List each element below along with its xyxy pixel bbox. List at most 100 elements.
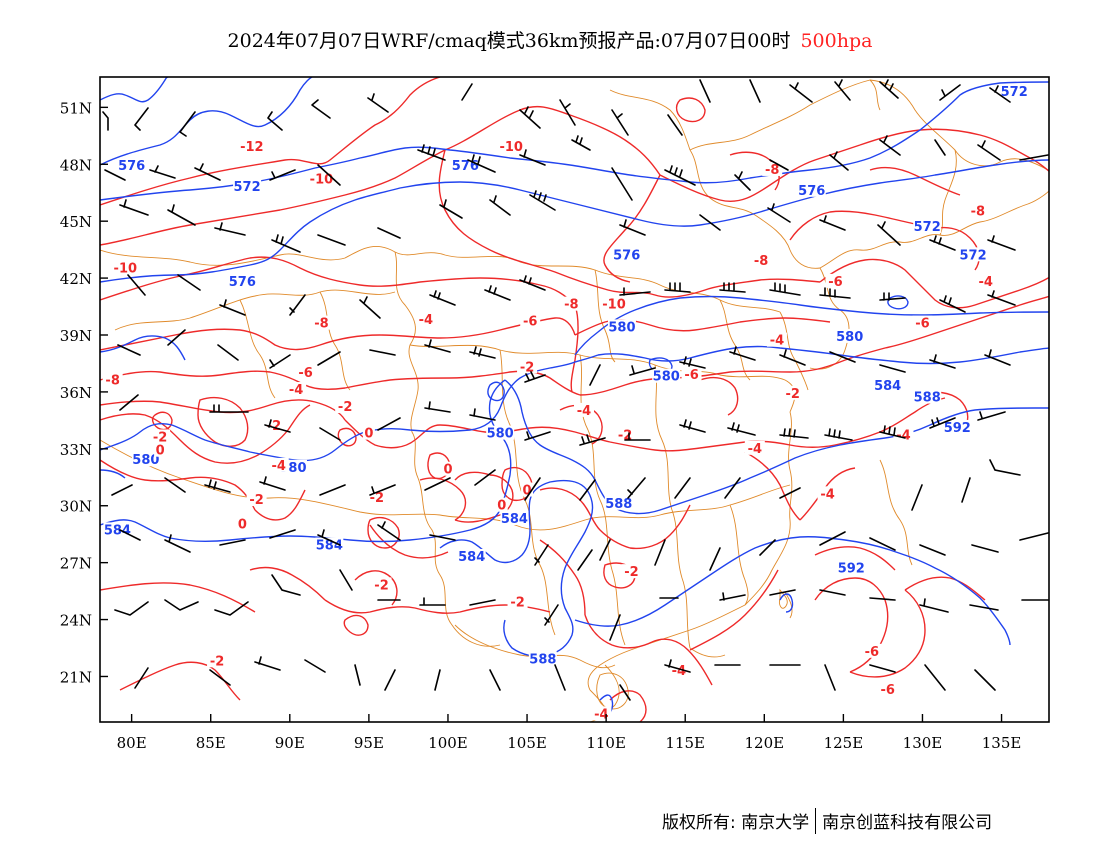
contour-label-bg: [943, 419, 972, 434]
contour-label: 584: [316, 539, 343, 554]
contour-label-bg: [837, 560, 866, 575]
contour-label-bg: [573, 402, 594, 417]
lat-tick-label: 51N: [60, 99, 92, 117]
contour-label-bg: [877, 681, 898, 696]
contour-label: -8: [105, 374, 119, 389]
contour-label: -4: [770, 334, 784, 349]
contour-label: -2: [374, 578, 388, 593]
contour-label-bg: [441, 461, 454, 476]
contour-label-bg: [817, 486, 838, 501]
contour-label-bg: [615, 427, 636, 442]
contour-label: -8: [765, 163, 779, 178]
contour-label: 576: [229, 275, 256, 290]
lon-tick-label: 105E: [507, 734, 547, 752]
contour-label: -2: [153, 430, 167, 445]
contour-label-bg: [207, 653, 228, 668]
copyright-notice: 版权所有: 南京大学 南京创蓝科技有限公司: [662, 808, 992, 834]
contour-label-bg: [335, 399, 356, 414]
contour-label: 580: [487, 427, 514, 442]
contour-label-bg: [762, 161, 783, 176]
contour-label: 572: [1001, 85, 1028, 100]
latitude-axis: 51N 48N 45N 42N 39N 36N 33N 30N 27N 24N 21N: [60, 99, 108, 686]
contour-label: -8: [564, 298, 578, 313]
contour-label-bg: [517, 359, 538, 374]
contour-label: -4: [748, 442, 762, 457]
copyright-company: 南京创蓝科技有限公司: [822, 813, 993, 833]
contour-label: 588: [529, 652, 556, 667]
lon-tick-label: 85E: [196, 734, 226, 752]
contour-label: 580: [132, 453, 159, 468]
contour-label: -4: [672, 664, 686, 679]
lat-tick-label: 33N: [60, 441, 92, 459]
contour-label: -10: [499, 140, 523, 155]
contour-label: -8: [314, 317, 328, 332]
lon-tick-label: 80E: [117, 734, 147, 752]
contour-label: -8: [754, 254, 768, 269]
contour-label-bg: [102, 372, 123, 387]
contour-label: 584: [458, 550, 485, 565]
wind-barbs: [102, 79, 1049, 701]
contour-label-bg: [561, 296, 582, 311]
contour-label-bg: [520, 313, 541, 328]
contour-label-bg: [959, 247, 988, 262]
contour-label: -6: [684, 368, 698, 383]
contour-label-bg: [1000, 84, 1029, 99]
contour-label: 576: [798, 184, 825, 199]
contour-label: 576: [452, 159, 479, 174]
temperature-contours: [100, 77, 1049, 722]
contour-label-bg: [825, 273, 846, 288]
lat-tick-label: 21N: [60, 668, 92, 686]
contour-label: 0: [523, 484, 532, 499]
contour-label-bg: [681, 366, 702, 381]
contour-label: -6: [880, 683, 894, 698]
contour-label: -10: [310, 172, 334, 187]
contour-label-bg: [268, 457, 289, 472]
lat-tick-label: 48N: [60, 156, 92, 174]
contour-label: -4: [896, 429, 910, 444]
lon-tick-label: 130E: [903, 734, 943, 752]
contour-label: -4: [820, 487, 834, 502]
contour-label: 588: [914, 391, 941, 406]
contour-label-bg: [751, 253, 772, 268]
contour-label-bg: [246, 492, 267, 507]
contour-label: 588: [605, 497, 632, 512]
contour-label-bg: [295, 364, 316, 379]
contour-label-bg: [967, 203, 988, 218]
province-boundaries: [100, 79, 1049, 722]
contour-label: -6: [915, 317, 929, 332]
contour-label-bg: [495, 497, 508, 512]
contour-label: -10: [602, 298, 626, 313]
contour-label-bg: [668, 662, 689, 677]
lat-tick-label: 30N: [60, 498, 92, 516]
lat-tick-label: 39N: [60, 327, 92, 345]
contour-label-bg: [500, 511, 529, 526]
lon-tick-label: 95E: [354, 734, 384, 752]
map-title: 2024年07月07日WRF/cmaq模式36km预报产品:07月07日00时 5…: [0, 26, 1100, 53]
geopotential-contours: [100, 77, 1049, 719]
contour-label-bg: [612, 247, 641, 262]
title-level: 500hpa: [800, 30, 873, 52]
contour-label-bg: [371, 577, 392, 592]
lon-tick-label: 135E: [982, 734, 1022, 752]
contour-label: -2: [510, 595, 524, 610]
plot-frame: [99, 76, 1050, 723]
contour-label-bg: [528, 651, 557, 666]
contour-label-bg: [311, 315, 332, 330]
contour-label-bg: [457, 548, 486, 563]
contour-label: 0: [156, 444, 165, 459]
contour-label-bg: [150, 429, 171, 444]
contour-label: 584: [874, 379, 901, 394]
contour-label-bg: [975, 273, 996, 288]
contour-label: -10: [114, 262, 138, 277]
contour-label-bg: [486, 425, 515, 440]
lon-tick-label: 115E: [665, 734, 705, 752]
lon-tick-label: 125E: [824, 734, 864, 752]
contour-label: 0: [364, 427, 373, 442]
contour-label: -4: [594, 707, 608, 722]
contour-label: -6: [865, 645, 879, 660]
copyright-separator: [815, 808, 817, 834]
contour-label-bg: [621, 564, 642, 579]
contour-label: 580: [836, 330, 863, 345]
contour-label: -4: [272, 459, 286, 474]
